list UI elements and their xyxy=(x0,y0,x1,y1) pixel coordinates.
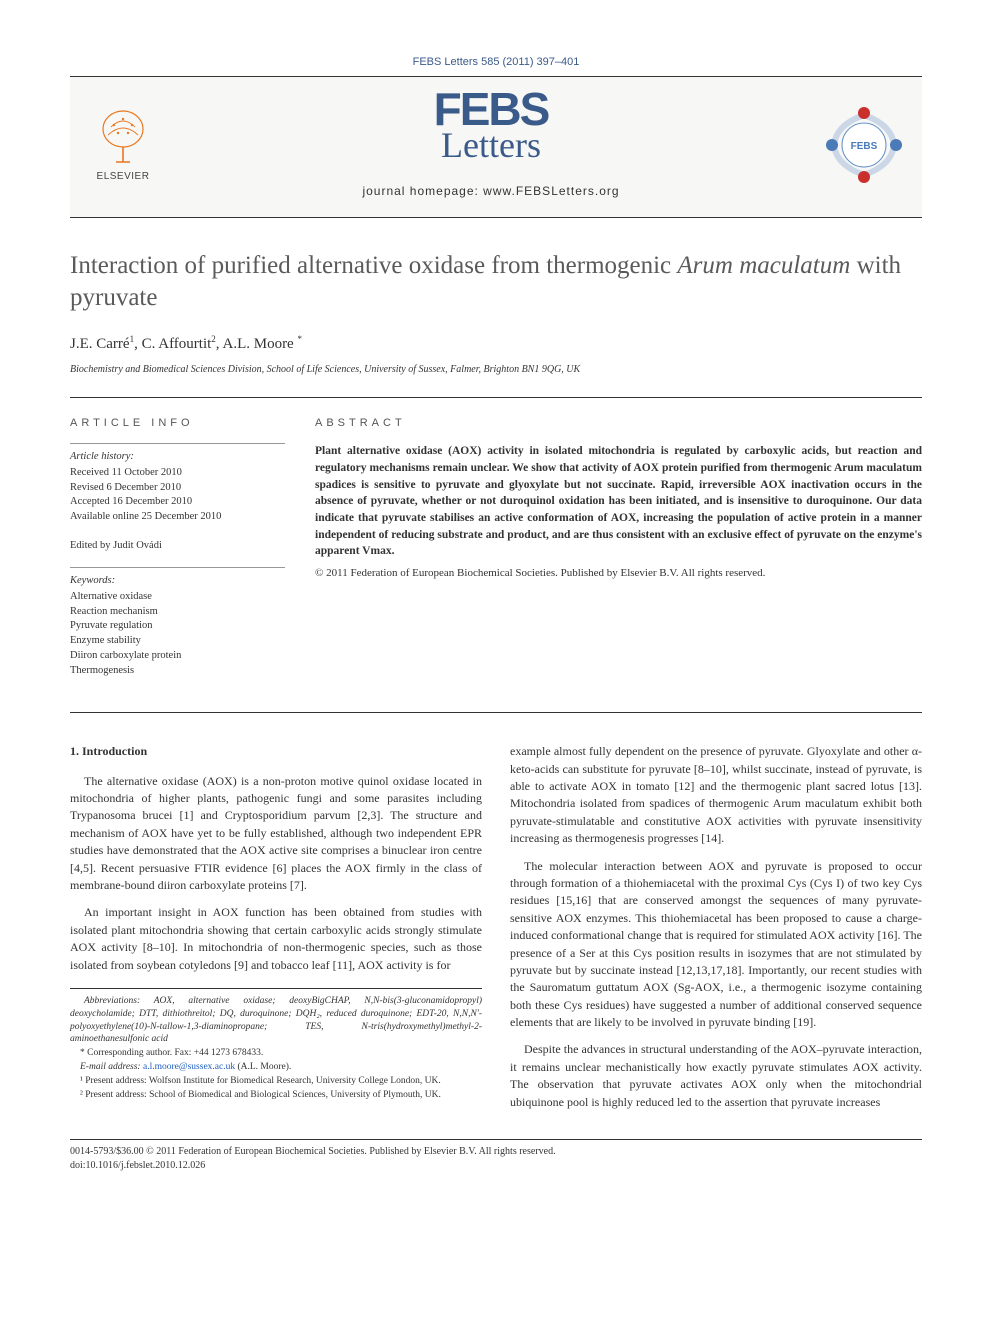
footnote-corresponding: * Corresponding author. Fax: +44 1273 67… xyxy=(70,1047,482,1060)
journal-brand: FEBS Letters journal homepage: www.FEBSL… xyxy=(158,91,824,199)
svg-text:FEBS: FEBS xyxy=(851,141,878,152)
article-title: Interaction of purified alternative oxid… xyxy=(70,250,922,313)
title-italic: Arum maculatum xyxy=(677,252,850,279)
author-2[interactable]: C. Affourtit2 xyxy=(142,336,216,352)
authors: J.E. Carré1, C. Affourtit2, A.L. Moore * xyxy=(70,333,922,355)
history-received: Received 11 October 2010 xyxy=(70,466,285,481)
journal-homepage[interactable]: journal homepage: www.FEBSLetters.org xyxy=(158,183,824,200)
footnote-address-2: ² Present address: School of Biomedical … xyxy=(70,1089,482,1102)
body-column-right: example almost fully dependent on the pr… xyxy=(510,743,922,1121)
keyword-3: Enzyme stability xyxy=(70,634,285,649)
elsevier-label: ELSEVIER xyxy=(97,170,150,184)
history-label: Article history: xyxy=(70,450,285,465)
author-1[interactable]: J.E. Carré1 xyxy=(70,336,134,352)
keyword-4: Diiron carboxylate protein xyxy=(70,649,285,664)
history-online: Available online 25 December 2010 xyxy=(70,510,285,525)
abstract-label: ABSTRACT xyxy=(315,416,922,431)
article-info: ARTICLE INFO Article history: Received 1… xyxy=(70,416,285,692)
journal-header: ELSEVIER FEBS Letters journal homepage: … xyxy=(70,76,922,218)
page-footer: 0014-5793/$36.00 © 2011 Federation of Eu… xyxy=(70,1139,922,1172)
abstract: ABSTRACT Plant alternative oxidase (AOX)… xyxy=(315,416,922,692)
para-1: The alternative oxidase (AOX) is a non-p… xyxy=(70,773,482,895)
para-5: Despite the advances in structural under… xyxy=(510,1041,922,1111)
keyword-0: Alternative oxidase xyxy=(70,590,285,605)
journal-citation: FEBS Letters 585 (2011) 397–401 xyxy=(70,55,922,70)
history-revised: Revised 6 December 2010 xyxy=(70,481,285,496)
body-text: 1. Introduction The alternative oxidase … xyxy=(70,743,922,1121)
keyword-2: Pyruvate regulation xyxy=(70,619,285,634)
footnote-abbreviations: Abbreviations: AOX, alternative oxidase;… xyxy=(70,995,482,1046)
article-info-label: ARTICLE INFO xyxy=(70,416,285,431)
keyword-1: Reaction mechanism xyxy=(70,605,285,620)
footnote-address-1: ¹ Present address: Wolfson Institute for… xyxy=(70,1075,482,1088)
letters-logo-text: Letters xyxy=(434,120,549,170)
para-4: The molecular interaction between AOX an… xyxy=(510,858,922,1032)
title-text-1: Interaction of purified alternative oxid… xyxy=(70,252,677,279)
keywords-label: Keywords: xyxy=(70,574,285,589)
febs-badge-icon: FEBS xyxy=(824,105,904,185)
abstract-text: Plant alternative oxidase (AOX) activity… xyxy=(315,443,922,560)
footnote-email: E-mail address: a.l.moore@sussex.ac.uk (… xyxy=(70,1061,482,1074)
elsevier-tree-icon xyxy=(96,107,150,167)
elsevier-logo[interactable]: ELSEVIER xyxy=(88,107,158,184)
edited-by: Edited by Judit Ovádi xyxy=(70,539,285,554)
footer-issn: 0014-5793/$36.00 © 2011 Federation of Eu… xyxy=(70,1145,922,1159)
section-heading-intro: 1. Introduction xyxy=(70,743,482,760)
keywords-block: Keywords: Alternative oxidase Reaction m… xyxy=(70,567,285,678)
para-3: example almost fully dependent on the pr… xyxy=(510,743,922,847)
footnotes: Abbreviations: AOX, alternative oxidase;… xyxy=(70,988,482,1102)
keyword-5: Thermogenesis xyxy=(70,664,285,679)
para-2: An important insight in AOX function has… xyxy=(70,904,482,974)
article-history: Article history: Received 11 October 201… xyxy=(70,443,285,524)
email-link[interactable]: a.l.moore@sussex.ac.uk xyxy=(143,1062,235,1072)
abstract-copyright: © 2011 Federation of European Biochemica… xyxy=(315,566,922,581)
author-3[interactable]: A.L. Moore * xyxy=(222,336,302,352)
body-column-left: 1. Introduction The alternative oxidase … xyxy=(70,743,482,1121)
affiliation: Biochemistry and Biomedical Sciences Div… xyxy=(70,363,922,377)
history-accepted: Accepted 16 December 2010 xyxy=(70,495,285,510)
footer-doi[interactable]: doi:10.1016/j.febslet.2010.12.026 xyxy=(70,1159,922,1173)
